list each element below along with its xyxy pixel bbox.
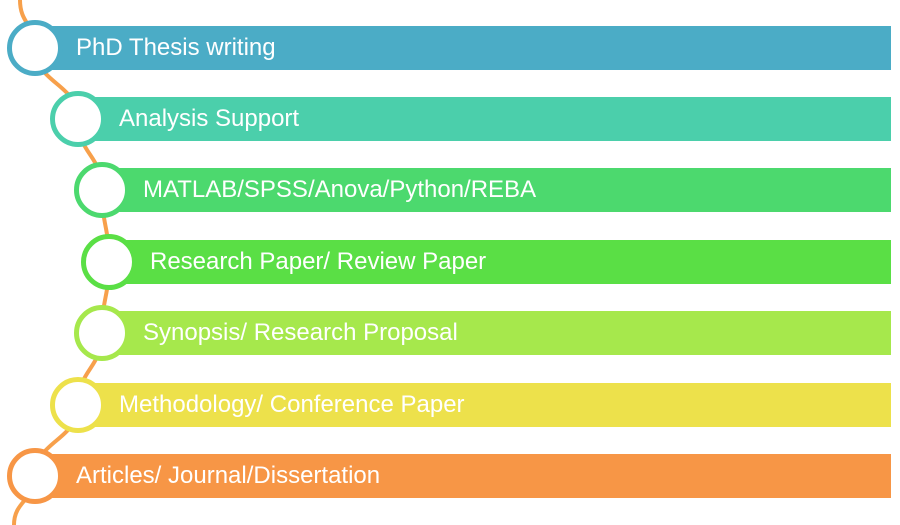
bar-label: Synopsis/ Research Proposal [143,319,458,346]
bar-label: Articles/ Journal/Dissertation [76,462,381,489]
bar-analysis-support: Analysis Support [78,97,891,141]
circle-node-icon [7,20,63,76]
circle-node-icon [50,377,106,433]
bar-label: Methodology/ Conference Paper [119,391,465,418]
circle-node-icon [74,162,130,218]
circle-node-icon [74,305,130,361]
bar-matlab-spss-anova-python-reba: MATLAB/SPSS/Anova/Python/REBA [102,168,891,212]
bar-label: MATLAB/SPSS/Anova/Python/REBA [143,176,537,203]
bar-phd-thesis-writing: PhD Thesis writing [35,26,891,70]
bar-articles-journal-dissertation: Articles/ Journal/Dissertation [35,454,891,498]
circle-node-icon [7,448,63,504]
bar-label: Research Paper/ Review Paper [150,248,487,275]
bar-synopsis-research-proposal: Synopsis/ Research Proposal [102,311,891,355]
circle-node-icon [50,91,106,147]
bar-label: PhD Thesis writing [76,34,276,61]
circle-node-icon [81,234,137,290]
bar-research-paper-review-paper: Research Paper/ Review Paper [109,240,891,284]
bar-methodology-conference-paper: Methodology/ Conference Paper [78,383,891,427]
bar-label: Analysis Support [119,105,300,132]
